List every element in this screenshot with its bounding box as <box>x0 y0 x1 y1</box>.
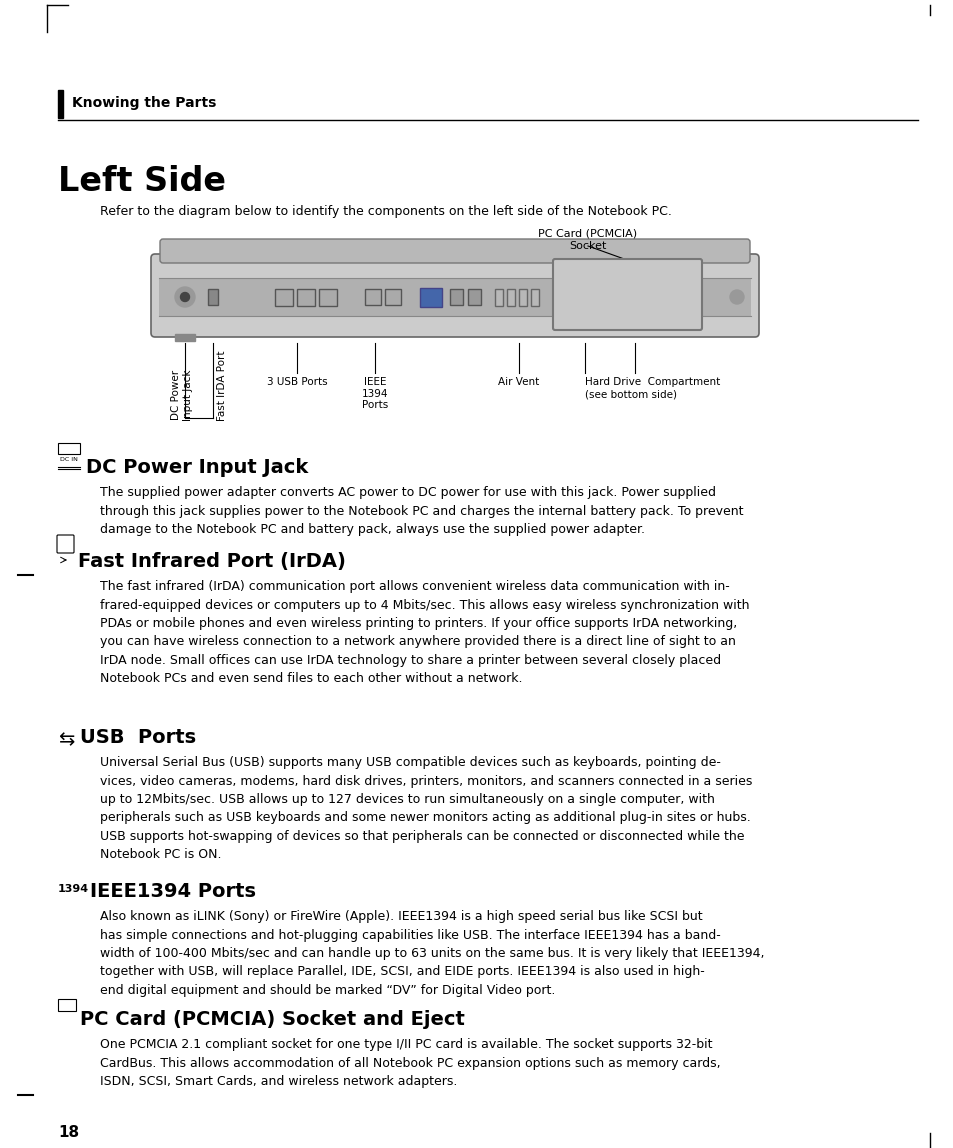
Circle shape <box>180 293 190 302</box>
Text: One PCMCIA 2.1 compliant socket for one type I/II PC card is available. The sock: One PCMCIA 2.1 compliant socket for one … <box>100 1038 720 1088</box>
Text: Fast IrDA Port: Fast IrDA Port <box>216 350 227 421</box>
Text: 18: 18 <box>58 1125 79 1140</box>
Bar <box>468 289 480 305</box>
Text: Left Side: Left Side <box>58 165 226 197</box>
FancyBboxPatch shape <box>160 239 749 263</box>
Circle shape <box>729 290 743 304</box>
Bar <box>365 289 380 305</box>
Text: 1394: 1394 <box>58 884 89 894</box>
Text: IEEE
1394
Ports: IEEE 1394 Ports <box>361 377 388 410</box>
Bar <box>385 289 400 305</box>
Text: The fast infrared (IrDA) communication port allows convenient wireless data comm: The fast infrared (IrDA) communication p… <box>100 580 749 685</box>
Bar <box>318 289 336 307</box>
Text: PC Card (PCMCIA)
Socket: PC Card (PCMCIA) Socket <box>537 228 637 251</box>
Bar <box>506 289 515 307</box>
Text: Also known as iLINK (Sony) or FireWire (Apple). IEEE1394 is a high speed serial : Also known as iLINK (Sony) or FireWire (… <box>100 910 763 996</box>
Text: Air Vent: Air Vent <box>497 377 539 387</box>
Text: Refer to the diagram below to identify the components on the left side of the No: Refer to the diagram below to identify t… <box>100 205 671 218</box>
Bar <box>495 289 502 307</box>
Bar <box>419 288 441 307</box>
Bar <box>58 999 76 1011</box>
FancyBboxPatch shape <box>57 535 74 553</box>
Text: Fast Infrared Port (IrDA): Fast Infrared Port (IrDA) <box>78 552 346 571</box>
Text: ⇆: ⇆ <box>58 730 74 748</box>
Bar <box>58 90 63 118</box>
Text: 3 USB Ports: 3 USB Ports <box>267 377 327 387</box>
Text: Universal Serial Bus (USB) supports many USB compatible devices such as keyboard: Universal Serial Bus (USB) supports many… <box>100 757 752 861</box>
Bar <box>174 334 194 341</box>
Text: PC Card (PCMCIA) Socket and Eject: PC Card (PCMCIA) Socket and Eject <box>80 1010 464 1029</box>
Text: Hard Drive  Compartment
(see bottom side): Hard Drive Compartment (see bottom side) <box>584 377 720 400</box>
Text: IEEE1394 Ports: IEEE1394 Ports <box>90 882 255 901</box>
Text: DC IN: DC IN <box>60 457 78 461</box>
Bar <box>296 289 314 307</box>
Text: DC Power Input Jack: DC Power Input Jack <box>86 458 308 478</box>
Bar <box>450 289 462 305</box>
Bar <box>159 278 750 316</box>
Bar <box>58 443 80 453</box>
Text: DC Power
Input Jack: DC Power Input Jack <box>171 370 193 421</box>
Bar <box>274 289 293 307</box>
Text: The supplied power adapter converts AC power to DC power for use with this jack.: The supplied power adapter converts AC p… <box>100 486 742 536</box>
Bar <box>518 289 526 307</box>
Text: USB  Ports: USB Ports <box>80 728 196 747</box>
Text: Knowing the Parts: Knowing the Parts <box>71 96 216 110</box>
FancyBboxPatch shape <box>553 259 701 329</box>
Circle shape <box>174 287 194 307</box>
Bar <box>531 289 538 307</box>
FancyBboxPatch shape <box>151 254 759 338</box>
Bar <box>208 289 218 305</box>
